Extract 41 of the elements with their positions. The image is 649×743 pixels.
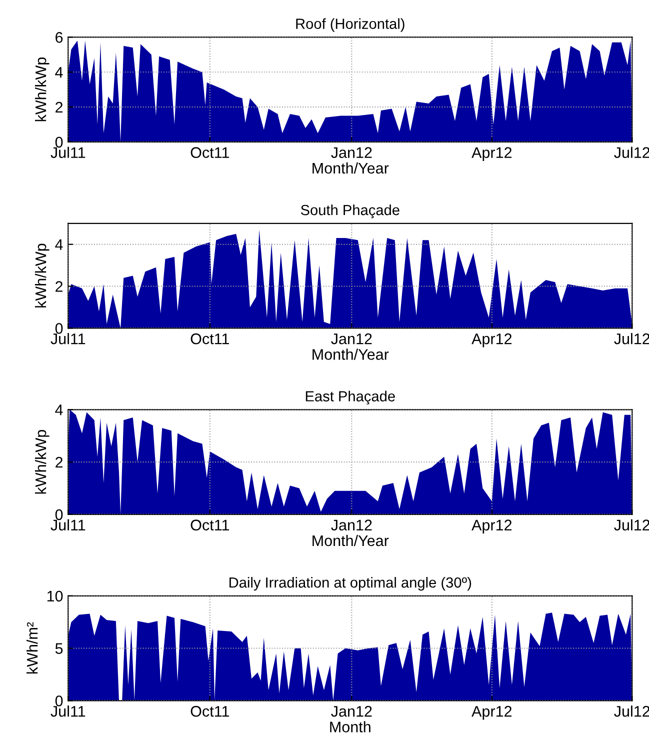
chart-title: South Phaçade — [300, 204, 400, 218]
y-tick-label: 10 — [47, 590, 63, 602]
x-tick-label: Jul11 — [50, 706, 86, 717]
y-axis-title: kWh/kWp — [34, 430, 50, 494]
x-tick-label: Jan12 — [331, 706, 372, 717]
y-tick-label: 5 — [55, 643, 63, 654]
y-axis-title: kWh/kWp — [34, 57, 50, 122]
y-tick-label: 0 — [55, 136, 63, 148]
y-tick-label: 4 — [55, 67, 63, 78]
y-tick-label: 0 — [55, 509, 63, 520]
y-tick-label: 2 — [56, 102, 63, 113]
y-tick-label: 6 — [56, 32, 63, 43]
x-tick-label: Jul11 — [50, 146, 86, 158]
x-tick-label: Apr12 — [472, 706, 512, 720]
x-axis-title: Month/Year — [312, 348, 389, 360]
x-tick-label: Oct11 — [190, 706, 229, 717]
x-tick-label: Jul11 — [50, 333, 86, 344]
y-tick-label: 4 — [55, 239, 63, 250]
y-tick-label: 2 — [56, 281, 63, 292]
x-tick-label: Apr12 — [472, 333, 512, 348]
y-tick-label: 2 — [56, 456, 63, 468]
x-tick-label: Jan12 — [331, 520, 372, 530]
x-axis-title: Month — [330, 721, 370, 732]
x-tick-label: Oct11 — [190, 333, 229, 344]
x-tick-label: Oct11 — [190, 147, 229, 158]
x-tick-label: Jul11 — [50, 519, 86, 530]
y-tick-label: 0 — [55, 323, 63, 334]
chart-title: Roof (Horizontal) — [296, 18, 404, 32]
chart-title: East Phaçade — [306, 390, 395, 404]
y-tick-label: 4 — [55, 404, 63, 416]
x-tick-label: Apr12 — [472, 147, 512, 162]
x-tick-label: Jan12 — [331, 147, 372, 158]
y-axis-title: kWh/kWp — [34, 244, 50, 308]
y-axis-title: kWh/m² — [26, 622, 38, 674]
y-tick-label: 0 — [55, 696, 63, 706]
x-tick-label: Oct11 — [190, 520, 229, 530]
x-tick-label: Jan12 — [331, 333, 372, 344]
x-tick-label: Apr12 — [472, 520, 512, 534]
x-axis-title: Month/Year — [312, 534, 389, 546]
chart-title: Daily Irradiation at optimal angle (30º) — [230, 576, 472, 591]
x-axis-title: Month/Year — [312, 162, 389, 174]
